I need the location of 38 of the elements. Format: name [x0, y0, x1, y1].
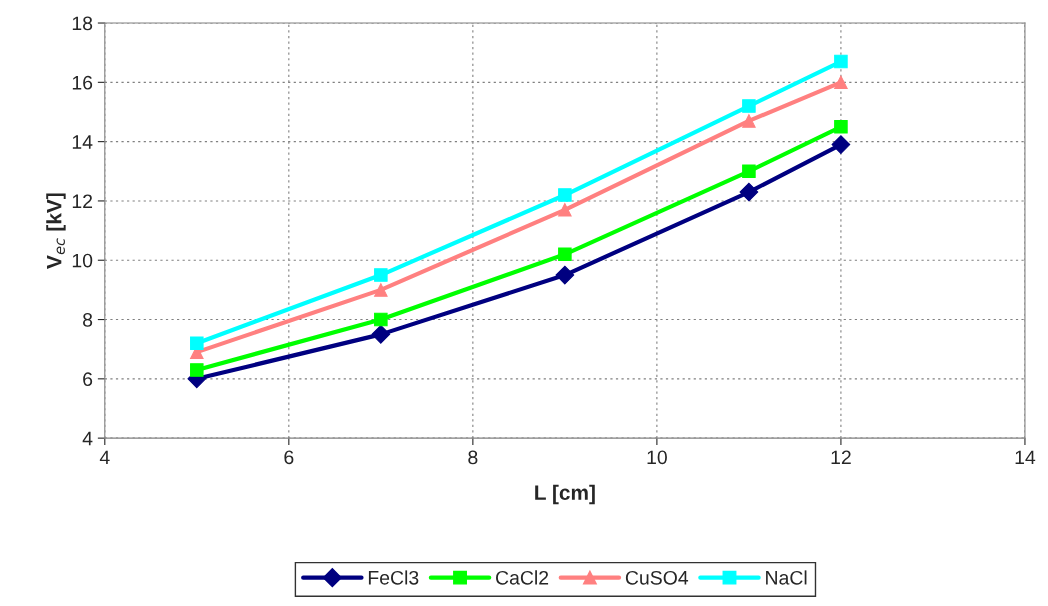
y-tick-label: 12 — [72, 194, 93, 208]
point — [834, 54, 848, 69]
x-tick-label: 10 — [647, 450, 667, 465]
point — [739, 182, 759, 202]
y-tick-label: 14 — [72, 135, 93, 149]
y-axis-title: V$_{ec}$ [kV] — [46, 193, 66, 269]
y-tick-label: 18 — [72, 16, 93, 31]
point — [742, 99, 756, 113]
x-tick-label: 4 — [99, 450, 110, 465]
point — [371, 325, 391, 344]
y-tick-label: 16 — [72, 75, 93, 90]
point — [190, 363, 204, 377]
legend-label: FeCl3 — [368, 570, 419, 585]
y-tick-label: 10 — [72, 253, 93, 268]
point — [558, 188, 572, 202]
point — [742, 164, 756, 179]
legend-label: CaCl2 — [496, 570, 549, 585]
point — [374, 283, 388, 297]
legend-label: NaCl — [766, 570, 807, 585]
point — [834, 75, 848, 90]
x-tick-label: 6 — [284, 450, 294, 465]
point — [555, 265, 575, 285]
legend-label: CuSO4 — [625, 570, 689, 585]
y-tick-label: 8 — [83, 313, 93, 327]
x-tick-label: 8 — [468, 450, 478, 465]
point — [834, 120, 848, 134]
x-axis-title: L [cm] — [535, 484, 595, 505]
y-tick-label: 6 — [83, 372, 93, 387]
point — [190, 336, 204, 351]
point — [374, 268, 388, 282]
point — [831, 135, 851, 154]
x-tick-label: 12 — [831, 450, 851, 465]
point — [742, 114, 756, 128]
point — [374, 312, 388, 327]
point — [558, 203, 572, 217]
point — [558, 247, 572, 262]
x-tick-label: 14 — [1015, 450, 1036, 465]
y-tick-label: 4 — [82, 431, 93, 446]
